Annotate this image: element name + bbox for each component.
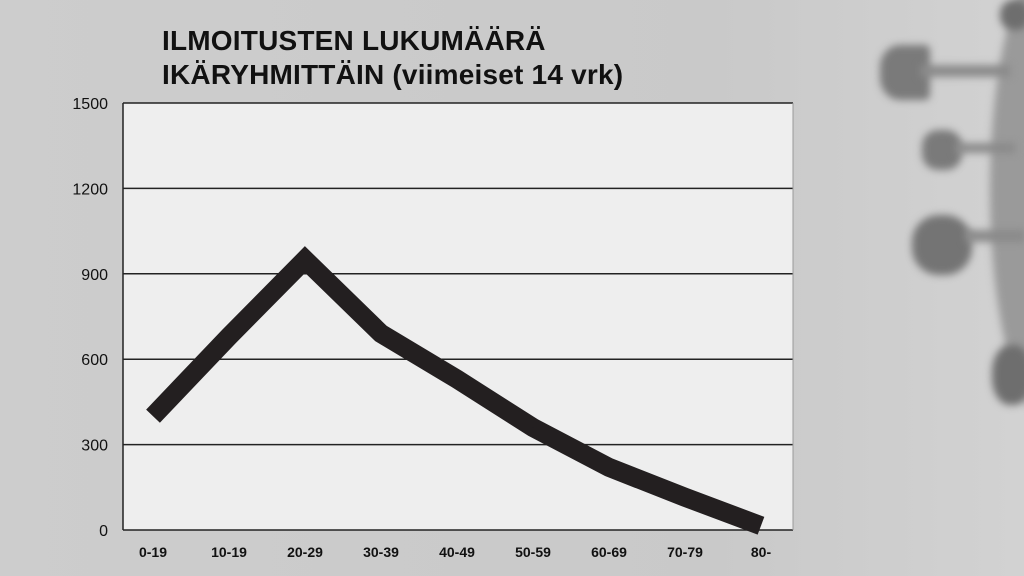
y-tick-label: 300 [81,438,108,455]
chart-title: ILMOITUSTEN LUKUMÄÄRÄ IKÄRYHMITTÄIN (vii… [162,24,623,92]
x-tick-label: 40-49 [439,544,475,560]
virus-decoration [880,0,1024,576]
x-tick-label: 60-69 [591,544,627,560]
y-tick-label: 900 [81,267,108,284]
x-tick-label: 20-29 [287,544,323,560]
x-tick-label: 30-39 [363,544,399,560]
x-tick-label: 0-19 [139,544,167,560]
title-line-1: ILMOITUSTEN LUKUMÄÄRÄ [162,25,546,56]
y-tick-label: 600 [81,352,108,369]
x-tick-label: 50-59 [515,544,551,560]
y-tick-label: 1200 [72,181,108,198]
x-tick-label: 70-79 [667,544,703,560]
title-line-2: IKÄRYHMITTÄIN (viimeiset 14 vrk) [162,59,624,90]
plot-area [123,103,793,530]
x-tick-label: 80- [751,544,772,560]
y-tick-label: 1500 [72,96,108,113]
y-tick-label: 0 [99,523,108,540]
x-tick-label: 10-19 [211,544,247,560]
